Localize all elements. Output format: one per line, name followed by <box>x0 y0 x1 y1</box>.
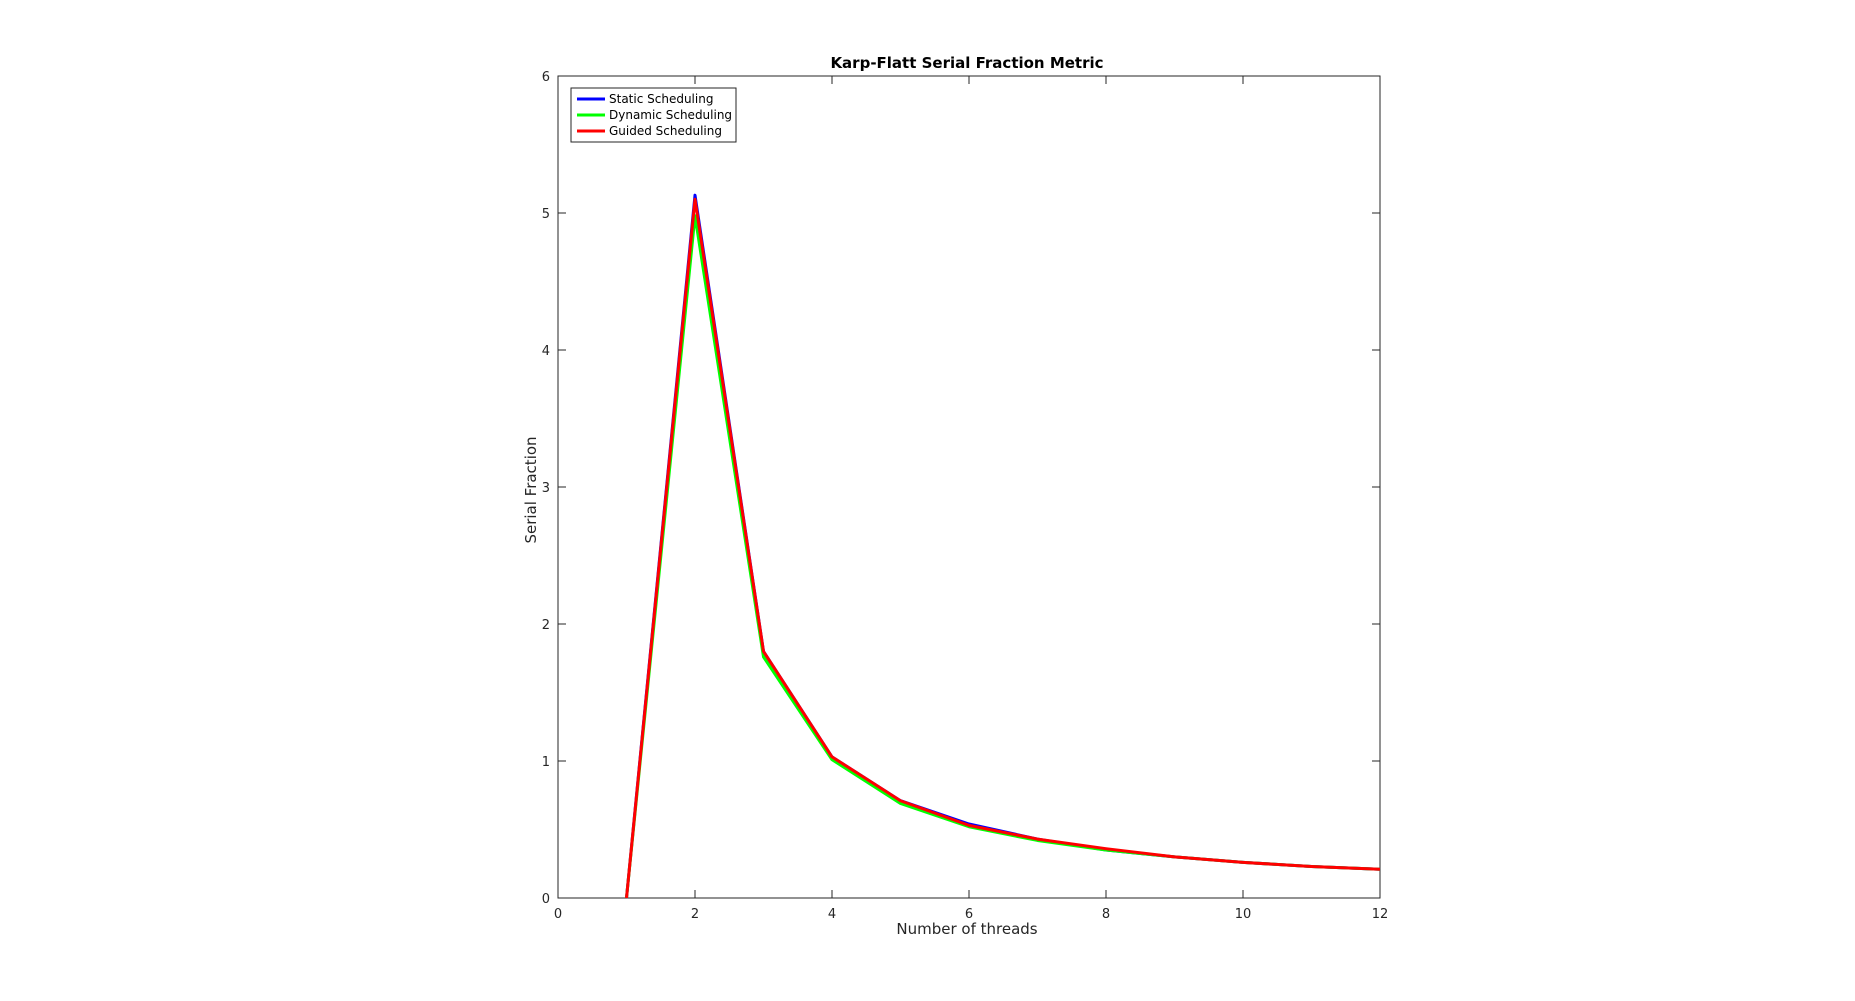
x-tick-label: 8 <box>1102 907 1110 922</box>
axes-box <box>557 75 1381 899</box>
y-tick-label: 3 <box>542 481 550 496</box>
y-tick-label: 2 <box>542 618 550 633</box>
y-tick-label: 0 <box>542 892 550 907</box>
x-tick-label: 4 <box>828 907 836 922</box>
x-tick-label: 0 <box>554 907 562 922</box>
y-tick-label: 1 <box>542 755 550 770</box>
legend-entry-label: Dynamic Scheduling <box>609 108 732 122</box>
y-tick-label: 5 <box>542 207 550 222</box>
legend-entry-label: Guided Scheduling <box>609 124 722 138</box>
legend: Static Scheduling Dynamic Scheduling Guide… <box>570 87 737 143</box>
legend-entry-label: Static Scheduling <box>609 92 713 106</box>
x-tick-label: 12 <box>1372 907 1389 922</box>
x-tick-label: 10 <box>1235 907 1252 922</box>
x-axis-label: Number of threads <box>896 920 1037 938</box>
y-tick-label: 4 <box>542 344 550 359</box>
x-tick-label: 6 <box>965 907 973 922</box>
x-tick-label: 2 <box>691 907 699 922</box>
y-tick-label: 6 <box>542 70 550 85</box>
series-line-guided-scheduling <box>625 197 1381 899</box>
y-axis-label: Serial Fraction <box>522 436 540 543</box>
chart-title: Karp-Flatt Serial Fraction Metric <box>830 54 1103 72</box>
